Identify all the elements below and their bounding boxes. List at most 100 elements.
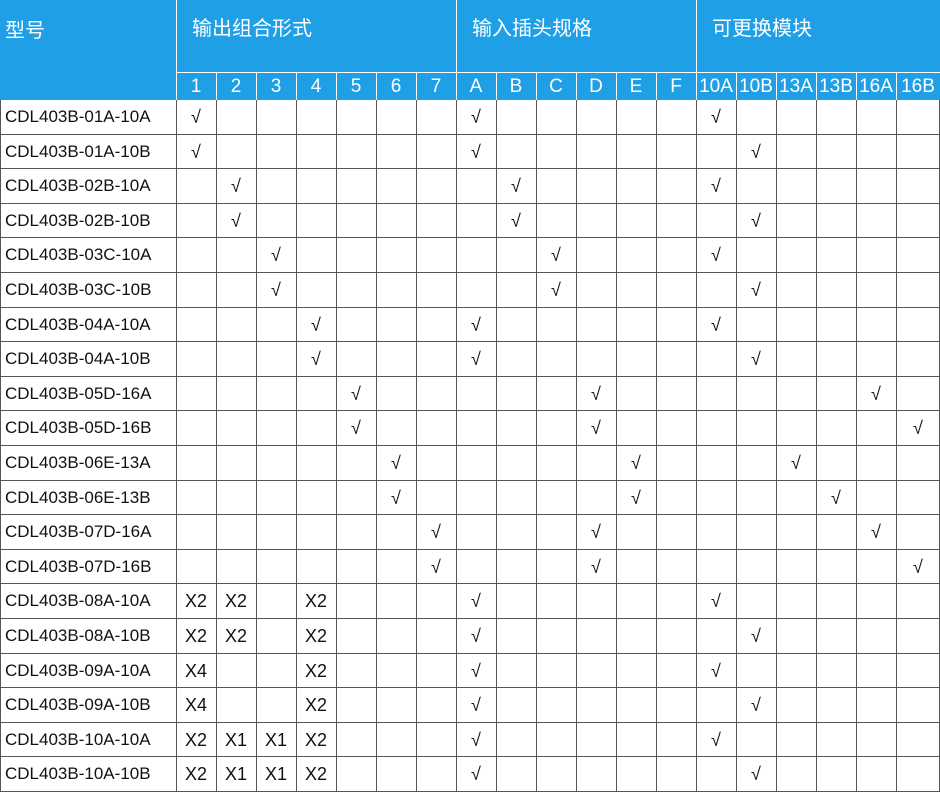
cell-value: √	[271, 245, 281, 266]
cell-value: √	[471, 314, 481, 335]
model-cell: CDL403B-08A-10B	[5, 626, 151, 645]
model-cell: CDL403B-03C-10B	[5, 280, 152, 299]
group-title: 输入插头规格	[472, 18, 592, 40]
column-label: C	[549, 76, 563, 97]
cell-value: √	[913, 418, 923, 439]
cell-value: √	[711, 729, 721, 750]
cell-value: √	[711, 591, 721, 612]
col-line	[376, 100, 377, 792]
row-line	[0, 237, 940, 239]
cell-value: √	[871, 383, 881, 404]
row-line	[0, 548, 940, 550]
col-line	[856, 100, 857, 792]
cell-value: √	[271, 280, 281, 300]
row-line	[0, 202, 940, 204]
column-label: 10B	[739, 76, 773, 97]
col-divider	[336, 72, 337, 100]
col-divider	[496, 72, 497, 100]
cell-value: √	[431, 556, 441, 577]
row-line	[0, 168, 940, 170]
column-label: B	[509, 76, 523, 97]
column-label: 6	[390, 76, 402, 97]
column-label: 16B	[901, 76, 935, 97]
model-cell: CDL403B-06E-13A	[5, 453, 151, 472]
row-line	[0, 756, 940, 758]
col-line	[336, 100, 337, 792]
col-line	[696, 100, 697, 792]
cell-value: √	[711, 314, 721, 335]
cell-value: X2	[184, 729, 208, 750]
cell-value: √	[871, 522, 881, 543]
cell-value: √	[311, 349, 321, 370]
group-divider	[176, 0, 177, 100]
column-label: 10A	[699, 76, 733, 97]
row-line	[0, 375, 940, 377]
col-line	[416, 100, 417, 792]
col-line	[816, 100, 817, 792]
col-line	[736, 100, 737, 792]
col-line	[176, 100, 177, 792]
column-label: 3	[270, 76, 282, 97]
row-line	[0, 583, 940, 585]
cell-value: √	[231, 176, 241, 197]
col-line	[456, 100, 457, 792]
cell-value: X2	[304, 729, 328, 750]
group-divider	[696, 0, 697, 100]
cell-value: √	[191, 141, 201, 162]
column-label: F	[670, 76, 682, 97]
row-line	[0, 791, 940, 792]
cell-value: √	[391, 487, 401, 508]
col-line	[256, 100, 257, 792]
cell-value: √	[471, 695, 481, 716]
cell-value: √	[231, 210, 241, 231]
cell-value: √	[711, 245, 721, 266]
row-line	[0, 514, 940, 516]
cell-value: √	[471, 660, 481, 681]
cell-value: X2	[304, 591, 328, 612]
column-label: 7	[430, 76, 442, 97]
cell-value: √	[831, 487, 841, 508]
cell-value: √	[191, 107, 201, 127]
header-bg	[0, 0, 940, 100]
col-divider	[616, 72, 617, 100]
model-cell: CDL403B-10A-10A	[5, 729, 151, 749]
col-line	[536, 100, 537, 792]
cell-value: X2	[224, 591, 248, 612]
cell-value: √	[751, 695, 761, 716]
cell-value: √	[471, 591, 481, 612]
model-cell: CDL403B-02B-10B	[5, 210, 151, 230]
row-line	[0, 445, 940, 446]
model-cell: CDL403B-10A-10B	[5, 764, 151, 784]
cell-value: √	[391, 453, 401, 473]
cell-value: √	[631, 453, 641, 473]
model-cell: CDL403B-06E-13B	[5, 487, 151, 507]
row-line	[0, 687, 940, 689]
row-line	[0, 272, 940, 273]
cell-value: X2	[304, 695, 328, 716]
col-divider	[536, 72, 537, 100]
cell-value: X1	[264, 729, 288, 750]
row-line	[0, 306, 940, 308]
column-label: D	[589, 76, 603, 97]
cell-value: √	[751, 349, 761, 370]
column-label: 5	[350, 76, 362, 97]
col-divider	[896, 72, 897, 100]
cell-value: √	[471, 107, 481, 127]
col-line	[576, 100, 577, 792]
col-divider	[856, 72, 857, 100]
row-line	[0, 133, 940, 135]
cell-value: X2	[304, 626, 328, 646]
column-label: 2	[230, 76, 242, 97]
col-divider	[256, 72, 257, 100]
cell-value: X2	[224, 626, 248, 646]
cell-value: √	[591, 556, 601, 577]
cell-value: √	[591, 522, 601, 543]
row-line	[0, 479, 940, 481]
model-cell: CDL403B-05D-16A	[5, 383, 152, 403]
model-cell: CDL403B-08A-10A	[5, 591, 151, 611]
col-divider	[736, 72, 737, 100]
col-divider	[816, 72, 817, 100]
cell-value: √	[751, 210, 761, 231]
col-divider	[576, 72, 577, 100]
